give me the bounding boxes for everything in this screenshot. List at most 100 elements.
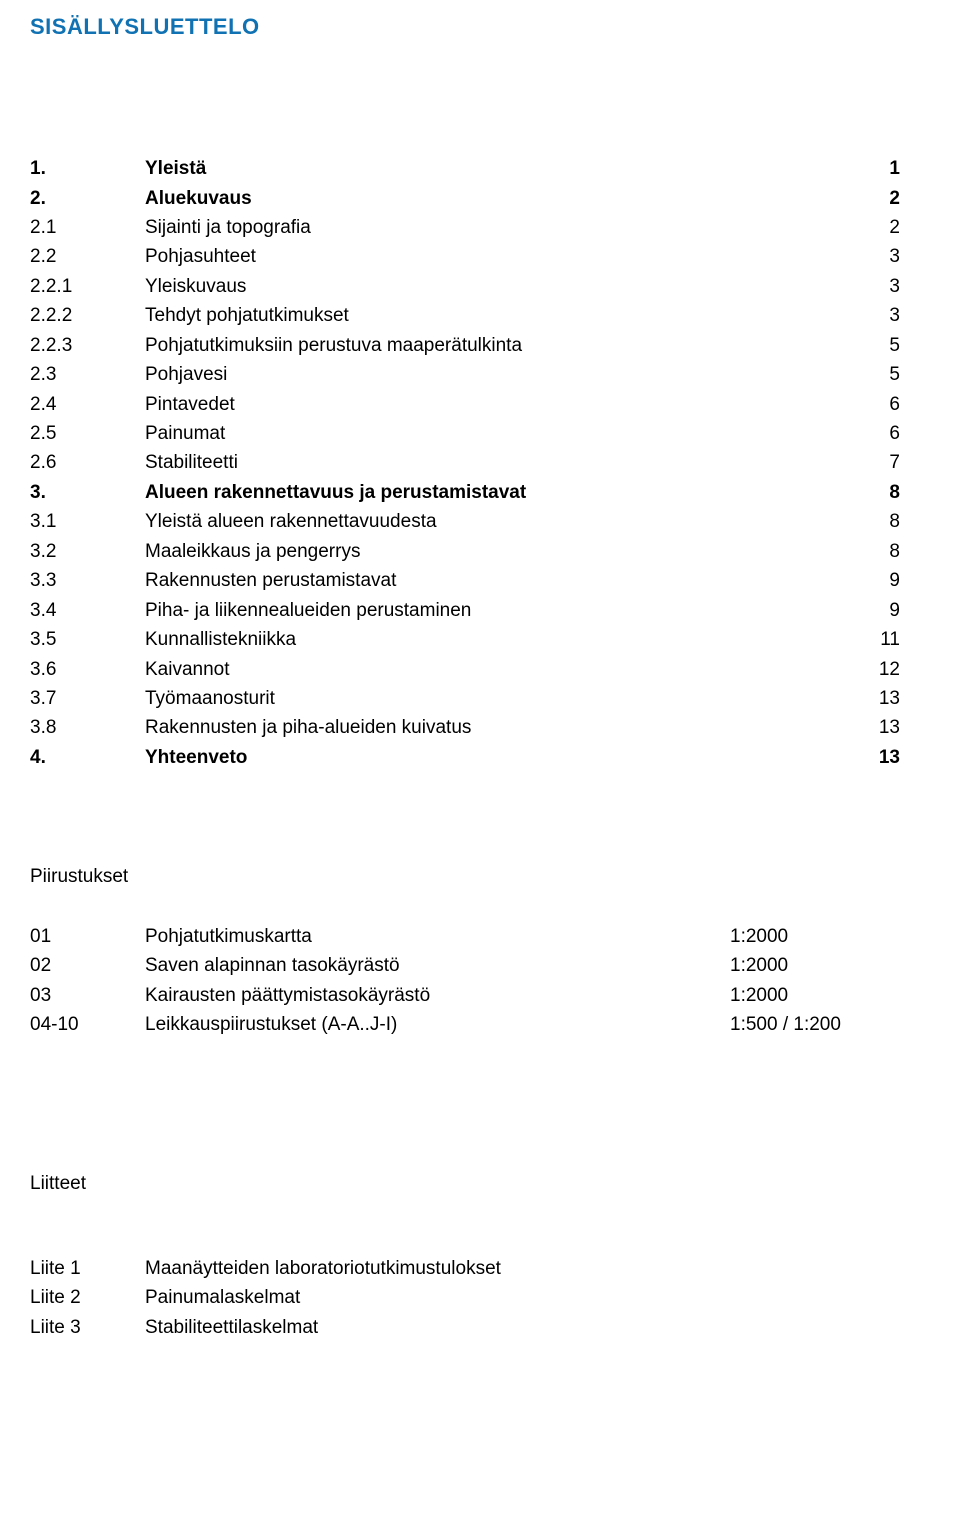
drawing-scale: 1:2000 xyxy=(730,981,900,1010)
toc-row: 3.6Kaivannot12 xyxy=(30,655,900,684)
toc-page: 3 xyxy=(860,301,900,330)
toc-page: 2 xyxy=(860,213,900,242)
toc-row: 2.Aluekuvaus2 xyxy=(30,184,900,213)
toc-num: 3.2 xyxy=(30,537,145,566)
toc-num: 3.4 xyxy=(30,596,145,625)
drawings-heading: Piirustukset xyxy=(30,862,900,891)
toc-row: 4.Yhteenveto13 xyxy=(30,743,900,772)
toc-page: 2 xyxy=(860,184,900,213)
toc-row: 3.Alueen rakennettavuus ja perustamistav… xyxy=(30,478,900,507)
toc-page: 13 xyxy=(860,684,900,713)
toc-label: Piha- ja liikennealueiden perustaminen xyxy=(145,596,860,625)
toc-num: 2.5 xyxy=(30,419,145,448)
toc-num: 3.7 xyxy=(30,684,145,713)
toc-num: 3.6 xyxy=(30,655,145,684)
drawing-scale: 1:2000 xyxy=(730,951,900,980)
attachment-key: Liite 2 xyxy=(30,1283,145,1312)
attachment-row: Liite 2Painumalaskelmat xyxy=(30,1283,900,1312)
toc-page: 9 xyxy=(860,596,900,625)
toc-num: 2.2.2 xyxy=(30,301,145,330)
drawing-num: 04-10 xyxy=(30,1010,145,1039)
toc-num: 2. xyxy=(30,184,145,213)
drawing-row: 02Saven alapinnan tasokäyrästö1:2000 xyxy=(30,951,900,980)
drawing-row: 01Pohjatutkimuskartta1:2000 xyxy=(30,922,900,951)
toc-label: Kaivannot xyxy=(145,655,860,684)
toc-page: 7 xyxy=(860,448,900,477)
drawing-label: Saven alapinnan tasokäyrästö xyxy=(145,951,730,980)
toc-num: 2.6 xyxy=(30,448,145,477)
attachment-key: Liite 3 xyxy=(30,1313,145,1342)
toc-row: 3.4Piha- ja liikennealueiden perustamine… xyxy=(30,596,900,625)
toc-page: 6 xyxy=(860,419,900,448)
attachment-label: Painumalaskelmat xyxy=(145,1283,900,1312)
toc-list: 1.Yleistä12.Aluekuvaus22.1Sijainti ja to… xyxy=(30,154,900,772)
toc-num: 3.1 xyxy=(30,507,145,536)
drawing-row: 04-10Leikkauspiirustukset (A-A..J-I)1:50… xyxy=(30,1010,900,1039)
toc-num: 3. xyxy=(30,478,145,507)
toc-label: Rakennusten ja piha-alueiden kuivatus xyxy=(145,713,860,742)
attachment-label: Maanäytteiden laboratoriotutkimustulokse… xyxy=(145,1254,900,1283)
toc-row: 3.7Työmaanosturit13 xyxy=(30,684,900,713)
toc-page: 5 xyxy=(860,360,900,389)
toc-row: 2.4Pintavedet6 xyxy=(30,390,900,419)
toc-page: 8 xyxy=(860,507,900,536)
toc-label: Pohjavesi xyxy=(145,360,860,389)
toc-num: 2.2.1 xyxy=(30,272,145,301)
attachment-label: Stabiliteettilaskelmat xyxy=(145,1313,900,1342)
toc-label: Alueen rakennettavuus ja perustamistavat xyxy=(145,478,860,507)
toc-row: 3.1Yleistä alueen rakennettavuudesta8 xyxy=(30,507,900,536)
toc-page: 12 xyxy=(860,655,900,684)
drawing-label: Kairausten päättymistasokäyrästö xyxy=(145,981,730,1010)
toc-row: 2.2.2Tehdyt pohjatutkimukset3 xyxy=(30,301,900,330)
toc-row: 3.8Rakennusten ja piha-alueiden kuivatus… xyxy=(30,713,900,742)
drawing-num: 02 xyxy=(30,951,145,980)
toc-row: 2.2Pohjasuhteet3 xyxy=(30,242,900,271)
toc-page: 5 xyxy=(860,331,900,360)
toc-row: 2.5Painumat6 xyxy=(30,419,900,448)
drawing-label: Pohjatutkimuskartta xyxy=(145,922,730,951)
toc-num: 3.3 xyxy=(30,566,145,595)
toc-label: Yleistä alueen rakennettavuudesta xyxy=(145,507,860,536)
toc-row: 2.6Stabiliteetti7 xyxy=(30,448,900,477)
attachments-heading: Liitteet xyxy=(30,1169,900,1198)
drawing-label: Leikkauspiirustukset (A-A..J-I) xyxy=(145,1010,730,1039)
attachment-key: Liite 1 xyxy=(30,1254,145,1283)
toc-num: 2.2.3 xyxy=(30,331,145,360)
toc-row: 1.Yleistä1 xyxy=(30,154,900,183)
toc-row: 3.3Rakennusten perustamistavat9 xyxy=(30,566,900,595)
toc-num: 2.3 xyxy=(30,360,145,389)
drawing-scale: 1:2000 xyxy=(730,922,900,951)
attachment-row: Liite 1Maanäytteiden laboratoriotutkimus… xyxy=(30,1254,900,1283)
toc-row: 3.2Maaleikkaus ja pengerrys8 xyxy=(30,537,900,566)
toc-num: 4. xyxy=(30,743,145,772)
toc-page: 1 xyxy=(860,154,900,183)
toc-row: 2.2.1Yleiskuvaus3 xyxy=(30,272,900,301)
toc-label: Kunnallistekniikka xyxy=(145,625,860,654)
toc-label: Rakennusten perustamistavat xyxy=(145,566,860,595)
toc-num: 3.5 xyxy=(30,625,145,654)
toc-page: 8 xyxy=(860,478,900,507)
toc-page: 9 xyxy=(860,566,900,595)
toc-page: 3 xyxy=(860,272,900,301)
toc-row: 2.3Pohjavesi5 xyxy=(30,360,900,389)
toc-label: Stabiliteetti xyxy=(145,448,860,477)
toc-label: Yhteenveto xyxy=(145,743,860,772)
drawing-num: 03 xyxy=(30,981,145,1010)
toc-label: Yleiskuvaus xyxy=(145,272,860,301)
toc-page: 13 xyxy=(860,713,900,742)
toc-row: 2.2.3Pohjatutkimuksiin perustuva maaperä… xyxy=(30,331,900,360)
toc-label: Työmaanosturit xyxy=(145,684,860,713)
toc-label: Pohjatutkimuksiin perustuva maaperätulki… xyxy=(145,331,860,360)
toc-label: Sijainti ja topografia xyxy=(145,213,860,242)
toc-label: Maaleikkaus ja pengerrys xyxy=(145,537,860,566)
toc-page: 3 xyxy=(860,242,900,271)
page-title: SISÄLLYSLUETTELO xyxy=(30,10,900,44)
toc-num: 3.8 xyxy=(30,713,145,742)
attachments-list: Liite 1Maanäytteiden laboratoriotutkimus… xyxy=(30,1254,900,1342)
toc-label: Painumat xyxy=(145,419,860,448)
toc-num: 2.1 xyxy=(30,213,145,242)
toc-row: 2.1Sijainti ja topografia2 xyxy=(30,213,900,242)
toc-num: 1. xyxy=(30,154,145,183)
toc-row: 3.5Kunnallistekniikka11 xyxy=(30,625,900,654)
toc-num: 2.2 xyxy=(30,242,145,271)
